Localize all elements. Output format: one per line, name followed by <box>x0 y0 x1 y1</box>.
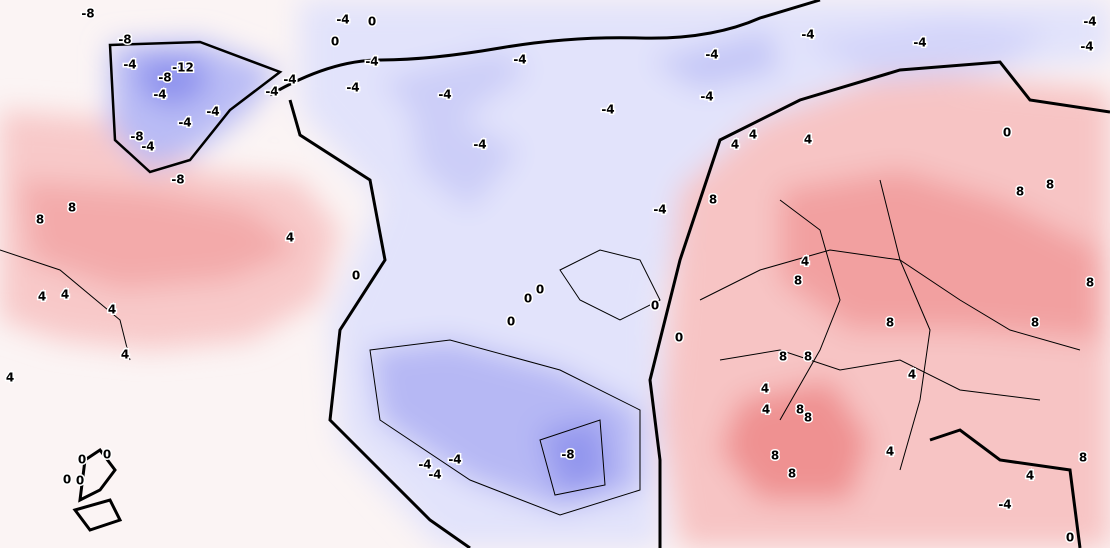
contour-label: -4 <box>428 468 441 482</box>
contour-label: 4 <box>762 403 770 417</box>
contour-label: 0 <box>76 474 84 488</box>
contour-label: 8 <box>771 449 779 463</box>
contour-label: -8 <box>118 33 131 47</box>
contour-label: 0 <box>63 473 71 487</box>
contour-label: 0 <box>507 315 515 329</box>
contour-label: 4 <box>801 255 809 269</box>
contour-label: -8 <box>171 173 184 187</box>
contour-label: 4 <box>286 231 294 245</box>
contour-label: 8 <box>796 403 804 417</box>
contour-label: 4 <box>908 368 916 382</box>
contour-label: -4 <box>513 53 526 67</box>
contour-label: 8 <box>788 467 796 481</box>
contour-label: -4 <box>1083 15 1096 29</box>
contour-label: -12 <box>172 61 194 75</box>
contour-label: -4 <box>801 28 814 42</box>
contour-label: 4 <box>61 288 69 302</box>
contour-label: -4 <box>473 138 486 152</box>
contour-label: -4 <box>438 88 451 102</box>
contour-label: 0 <box>368 15 376 29</box>
contour-label: -4 <box>153 88 166 102</box>
contour-label: 8 <box>1079 451 1087 465</box>
contour-label: 8 <box>1016 185 1024 199</box>
contour-label: -4 <box>365 55 378 69</box>
contour-label: 0 <box>675 331 683 345</box>
contour-label: 8 <box>804 350 812 364</box>
contour-label: 0 <box>352 269 360 283</box>
contour-label: -4 <box>601 103 614 117</box>
contour-label: -4 <box>346 81 359 95</box>
contour-label: -4 <box>705 48 718 62</box>
contour-label: 0 <box>331 35 339 49</box>
contour-label: -4 <box>265 85 278 99</box>
contour-label: -4 <box>1080 40 1093 54</box>
contour-label: 0 <box>1066 531 1074 545</box>
contour-label: 4 <box>804 133 812 147</box>
contour-label: -8 <box>158 71 171 85</box>
contour-label: 4 <box>6 371 14 385</box>
contour-label: 0 <box>651 299 659 313</box>
contour-label: 8 <box>1086 276 1094 290</box>
contour-label: -4 <box>418 458 431 472</box>
contour-label: 8 <box>1046 178 1054 192</box>
contour-label: -8 <box>561 448 574 462</box>
contour-label: -4 <box>336 13 349 27</box>
contour-label: 8 <box>36 213 44 227</box>
contour-label: -4 <box>448 453 461 467</box>
contour-label: 4 <box>108 303 116 317</box>
contour-label: 4 <box>731 138 739 152</box>
contour-label: 4 <box>886 445 894 459</box>
contour-label: 8 <box>779 350 787 364</box>
contour-label: 8 <box>1031 316 1039 330</box>
contour-labels: -8-8-4 -12-8-4-4-8-4-8-4-4-40-4-40-4-4-4-… <box>4 5 1098 546</box>
contour-label: -4 <box>998 498 1011 512</box>
contour-label: 8 <box>68 201 76 215</box>
contour-label: -4 <box>913 36 926 50</box>
contour-label: 4 <box>38 290 46 304</box>
contour-label: 0 <box>78 453 86 467</box>
contour-label: 0 <box>536 283 544 297</box>
contour-label: -4 <box>653 203 666 217</box>
contour-label: 8 <box>709 193 717 207</box>
contour-label: 4 <box>1026 469 1034 483</box>
contour-label: 0 <box>524 292 532 306</box>
contour-label: 0 <box>103 448 111 462</box>
contour-label: -4 <box>206 105 219 119</box>
contour-label: 4 <box>761 382 769 396</box>
contour-label: -4 <box>141 140 154 154</box>
contour-label: 8 <box>804 411 812 425</box>
contour-label: -8 <box>130 130 143 144</box>
contour-label: -8 <box>81 7 94 21</box>
contour-label: -4 <box>178 116 191 130</box>
contour-label: 0 <box>1003 126 1011 140</box>
contour-label: 4 <box>121 348 129 362</box>
contour-label: -4 <box>283 73 296 87</box>
contour-label: 8 <box>794 274 802 288</box>
contour-label: -4 <box>123 58 136 72</box>
contour-label: 4 <box>749 128 757 142</box>
contour-label: 8 <box>886 316 894 330</box>
contour-label: -4 <box>700 90 713 104</box>
